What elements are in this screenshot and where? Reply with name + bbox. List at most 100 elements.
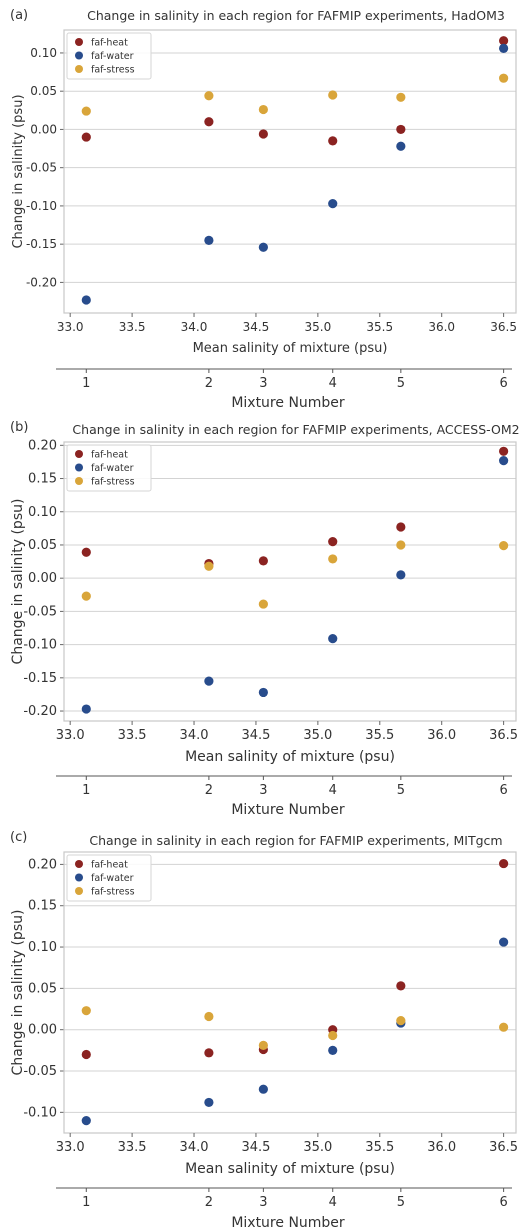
secondary-tick-label: 1 <box>82 783 90 798</box>
y-tick-label: -0.05 <box>26 161 57 175</box>
legend-label: faf-stress <box>91 887 135 898</box>
legend-label: faf-heat <box>91 450 128 461</box>
y-tick-label: -0.10 <box>26 199 57 213</box>
panel-label: (c) <box>10 830 27 845</box>
x-tick-label: 35.0 <box>303 1140 332 1155</box>
y-tick-label: 0.15 <box>28 472 57 487</box>
secondary-tick-label: 1 <box>82 1195 90 1210</box>
legend-marker-faf-heat <box>75 38 83 46</box>
data-point-faf-stress <box>81 591 91 601</box>
data-point-faf-heat <box>204 117 214 127</box>
secondary-tick-label: 5 <box>397 783 405 798</box>
data-point-faf-water <box>81 704 91 714</box>
data-point-faf-heat <box>328 537 338 547</box>
chart-panel-c: (c) Change in salinity in each region for… <box>10 830 518 1229</box>
data-point-faf-heat <box>396 124 406 135</box>
data-point-faf-water <box>204 676 214 686</box>
x-tick-label: 34.5 <box>241 1140 270 1155</box>
x-tick-label: 34.0 <box>180 728 209 743</box>
y-tick-label: 0.10 <box>28 940 57 955</box>
y-tick-label: -0.05 <box>23 604 57 619</box>
x-tick-label: 34.0 <box>180 1140 209 1155</box>
x-tick-label: 33.0 <box>56 1140 85 1155</box>
data-point-faf-water <box>258 1084 268 1094</box>
x-tick-label: 34.5 <box>243 320 270 334</box>
data-point-faf-water <box>258 687 268 698</box>
y-tick-label: -0.20 <box>23 704 57 719</box>
data-point-faf-heat <box>499 36 509 46</box>
data-point-faf-stress <box>499 541 509 551</box>
plot-frame <box>63 441 517 722</box>
panel-label: (a) <box>10 8 28 23</box>
chart-title: Change in salinity in each region for FA… <box>72 422 519 437</box>
data-point-faf-water <box>328 1045 338 1055</box>
x-tick-label: 35.5 <box>365 1140 394 1155</box>
legend-box <box>66 854 152 902</box>
data-point-faf-water <box>81 1116 91 1126</box>
legend-label: faf-water <box>91 51 134 62</box>
secondary-tick-label: 6 <box>499 1195 507 1210</box>
data-point-faf-water <box>499 43 509 53</box>
y-tick-label: 0.00 <box>28 571 57 586</box>
legend-marker-faf-heat <box>75 860 83 868</box>
y-tick-label: 0.20 <box>28 857 57 872</box>
legend-marker-faf-heat <box>75 450 83 458</box>
data-point-faf-water <box>204 1097 214 1108</box>
panel-label: (b) <box>10 420 28 435</box>
secondary-tick-label: 5 <box>397 1195 405 1210</box>
legend-marker-faf-water <box>75 873 83 882</box>
data-point-faf-water <box>81 295 91 305</box>
legend-label: faf-heat <box>91 860 128 871</box>
data-point-faf-stress <box>258 104 268 115</box>
data-point-faf-water <box>258 242 268 252</box>
data-point-faf-stress <box>328 554 338 564</box>
x-tick-label: 33.5 <box>119 320 146 334</box>
x-tick-label: 33.0 <box>57 320 84 334</box>
x-tick-label: 33.5 <box>118 1140 147 1155</box>
data-point-faf-stress <box>328 1030 338 1041</box>
y-tick-label: 0.15 <box>28 899 57 914</box>
x-tick-label: 36.5 <box>489 728 518 743</box>
data-point-faf-water <box>328 634 338 644</box>
data-point-faf-heat <box>396 522 406 532</box>
secondary-tick-label: 6 <box>499 783 507 798</box>
secondary-tick-label: 4 <box>329 783 337 798</box>
x-tick-label: 33.5 <box>118 728 147 743</box>
data-point-faf-stress <box>396 540 406 550</box>
legend-label: faf-heat <box>91 38 128 49</box>
secondary-tick-label: 3 <box>259 1195 267 1210</box>
legend-label: faf-water <box>91 873 134 884</box>
secondary-tick-label: 1 <box>82 376 90 391</box>
y-tick-label: 0.00 <box>28 1023 57 1038</box>
legend-label: faf-stress <box>91 477 135 488</box>
data-point-faf-water <box>396 141 406 151</box>
chart-panel-a: (a) Change in salinity in each region for… <box>10 8 517 411</box>
x-tick-label: 35.5 <box>366 320 393 334</box>
data-point-faf-stress <box>258 599 268 609</box>
y-tick-label: 0.05 <box>30 84 57 98</box>
data-point-faf-heat <box>258 129 268 139</box>
data-point-faf-stress <box>81 1006 91 1016</box>
secondary-tick-label: 4 <box>329 1195 337 1210</box>
data-point-faf-heat <box>499 858 509 869</box>
y-tick-label: 0.20 <box>28 438 57 453</box>
x-tick-label: 35.0 <box>303 728 332 743</box>
legend-marker-faf-stress <box>75 477 83 485</box>
y-tick-label: 0.00 <box>30 122 57 136</box>
chart-title: Change in salinity in each region for FA… <box>87 8 505 23</box>
data-point-faf-stress <box>258 1040 268 1050</box>
data-point-faf-water <box>396 570 406 580</box>
y-tick-label: 0.10 <box>28 505 57 520</box>
data-point-faf-stress <box>396 1016 406 1026</box>
secondary-axis-label: Mixture Number <box>231 1215 345 1229</box>
data-point-faf-heat <box>204 1048 214 1058</box>
data-point-faf-stress <box>499 73 509 83</box>
data-point-faf-water <box>499 937 509 947</box>
data-point-faf-stress <box>499 1022 509 1032</box>
data-point-faf-stress <box>204 91 214 101</box>
data-point-faf-stress <box>204 561 214 571</box>
data-point-faf-stress <box>328 90 338 100</box>
secondary-axis-label: Mixture Number <box>231 395 345 411</box>
chart-title: Change in salinity in each region for FA… <box>89 833 502 848</box>
